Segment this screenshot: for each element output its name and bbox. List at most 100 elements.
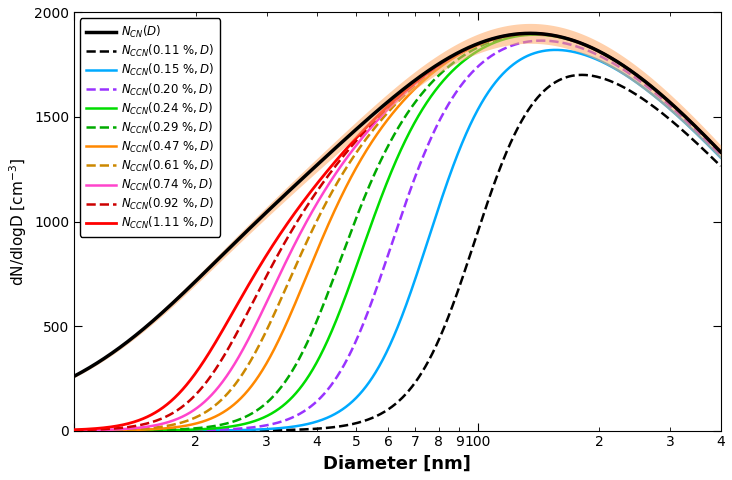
Y-axis label: dN/dlogD [cm$^{-3}$]: dN/dlogD [cm$^{-3}$]	[7, 157, 29, 286]
$N_{CCN}(0.15\ \%,D)$	[102, 428, 111, 433]
$N_{CCN}(0.61\ \%,D)$	[526, 31, 535, 36]
$N_{CCN}(0.15\ \%,D)$	[70, 428, 78, 433]
$N_{CCN}(0.74\ \%,D)$	[526, 31, 535, 36]
$N_{CCN}(0.15\ \%,D)$	[384, 345, 393, 351]
$N_{CCN}(0.20\ \%,D)$	[102, 428, 111, 433]
$N_{CCN}(0.47\ \%,D)$	[367, 140, 376, 145]
$N_{CCN}(0.74\ \%,D)$	[102, 427, 111, 432]
$N_{CN}(D)$	[367, 113, 376, 119]
$N_{CCN}(0.61\ \%,D)$	[717, 149, 725, 155]
$N_{CCN}(0.74\ \%,D)$	[70, 428, 78, 433]
$N_{CN}(D)$	[579, 41, 588, 47]
$N_{CCN}(0.24\ \%,D)$	[70, 428, 78, 433]
$N_{CCN}(0.15\ \%,D)$	[551, 47, 560, 53]
$N_{CCN}(0.24\ \%,D)$	[102, 428, 111, 433]
$N_{CCN}(0.92\ \%,D)$	[526, 31, 535, 36]
Line: $N_{CCN}(1.11\ \%,D)$: $N_{CCN}(1.11\ \%,D)$	[74, 34, 721, 430]
$N_{CCN}(0.29\ \%,D)$	[367, 178, 376, 184]
$N_{CCN}(1.11\ \%,D)$	[579, 41, 588, 47]
$N_{CN}(D)$	[102, 354, 111, 360]
$N_{CN}(D)$	[698, 130, 706, 136]
$N_{CCN}(0.24\ \%,D)$	[698, 130, 706, 136]
$N_{CCN}(0.15\ \%,D)$	[579, 52, 588, 58]
$N_{CCN}(0.20\ \%,D)$	[698, 133, 706, 139]
$N_{CCN}(0.61\ \%,D)$	[698, 130, 706, 136]
$N_{CCN}(0.61\ \%,D)$	[579, 41, 588, 47]
$N_{CCN}(0.24\ \%,D)$	[384, 176, 393, 181]
$N_{CCN}(0.29\ \%,D)$	[384, 142, 393, 148]
$N_{CCN}(0.29\ \%,D)$	[70, 428, 78, 433]
$N_{CCN}(0.11\ \%,D)$	[698, 145, 706, 151]
$N_{CCN}(0.20\ \%,D)$	[537, 38, 546, 44]
$N_{CCN}(1.11\ \%,D)$	[367, 119, 376, 125]
Line: $N_{CCN}(0.29\ \%,D)$: $N_{CCN}(0.29\ \%,D)$	[74, 34, 721, 431]
$N_{CN}(D)$	[70, 373, 78, 379]
Line: $N_{CCN}(0.20\ \%,D)$: $N_{CCN}(0.20\ \%,D)$	[74, 41, 721, 431]
$N_{CCN}(0.92\ \%,D)$	[102, 426, 111, 432]
$N_{CCN}(0.61\ \%,D)$	[384, 109, 393, 115]
Line: $N_{CCN}(0.92\ \%,D)$: $N_{CCN}(0.92\ \%,D)$	[74, 34, 721, 430]
Line: $N_{CCN}(0.61\ \%,D)$: $N_{CCN}(0.61\ \%,D)$	[74, 34, 721, 431]
$N_{CCN}(0.11\ \%,D)$	[384, 406, 393, 412]
$N_{CCN}(0.74\ \%,D)$	[717, 149, 725, 155]
$N_{CCN}(0.74\ \%,D)$	[698, 130, 706, 136]
$N_{CCN}(0.11\ \%,D)$	[70, 428, 78, 433]
$N_{CCN}(0.20\ \%,D)$	[717, 152, 725, 158]
$N_{CCN}(0.11\ \%,D)$	[578, 72, 586, 78]
$N_{CCN}(0.61\ \%,D)$	[102, 427, 111, 433]
Line: $N_{CCN}(0.11\ \%,D)$: $N_{CCN}(0.11\ \%,D)$	[74, 75, 721, 431]
Line: $N_{CCN}(0.47\ \%,D)$: $N_{CCN}(0.47\ \%,D)$	[74, 34, 721, 431]
$N_{CCN}(0.11\ \%,D)$	[579, 72, 588, 78]
$N_{CCN}(0.29\ \%,D)$	[698, 130, 706, 136]
$N_{CCN}(0.29\ \%,D)$	[698, 130, 706, 136]
$N_{CCN}(0.29\ \%,D)$	[102, 428, 111, 433]
$N_{CCN}(0.11\ \%,D)$	[717, 163, 725, 169]
$N_{CCN}(0.74\ \%,D)$	[579, 41, 588, 47]
$N_{CN}(D)$	[526, 30, 534, 36]
$N_{CCN}(1.11\ \%,D)$	[717, 149, 725, 155]
$N_{CCN}(0.24\ \%,D)$	[579, 42, 588, 48]
$N_{CCN}(0.47\ \%,D)$	[70, 428, 78, 433]
$N_{CCN}(0.92\ \%,D)$	[367, 121, 376, 127]
$N_{CCN}(0.15\ \%,D)$	[698, 136, 706, 142]
$N_{CCN}(1.11\ \%,D)$	[384, 103, 393, 108]
$N_{CCN}(1.11\ \%,D)$	[698, 130, 706, 136]
$N_{CCN}(0.20\ \%,D)$	[367, 300, 376, 306]
$N_{CCN}(0.15\ \%,D)$	[367, 376, 376, 382]
Line: $N_{CCN}(0.74\ \%,D)$: $N_{CCN}(0.74\ \%,D)$	[74, 34, 721, 431]
$N_{CCN}(0.61\ \%,D)$	[698, 130, 706, 136]
Line: $N_{CCN}(0.15\ \%,D)$: $N_{CCN}(0.15\ \%,D)$	[74, 50, 721, 431]
$N_{CCN}(0.47\ \%,D)$	[102, 428, 111, 433]
$N_{CCN}(0.20\ \%,D)$	[698, 133, 706, 139]
$N_{CCN}(0.92\ \%,D)$	[579, 41, 588, 47]
$N_{CCN}(0.74\ \%,D)$	[384, 106, 393, 111]
$N_{CCN}(0.47\ \%,D)$	[698, 130, 706, 136]
$N_{CCN}(0.47\ \%,D)$	[527, 31, 536, 36]
$N_{CCN}(1.11\ \%,D)$	[102, 424, 111, 430]
Line: $N_{CN}(D)$: $N_{CN}(D)$	[74, 33, 721, 376]
$N_{CCN}(0.61\ \%,D)$	[367, 129, 376, 135]
$N_{CCN}(1.11\ \%,D)$	[526, 31, 535, 36]
$N_{CN}(D)$	[384, 98, 393, 104]
$N_{CCN}(0.20\ \%,D)$	[384, 251, 393, 256]
$N_{CCN}(0.24\ \%,D)$	[698, 130, 706, 136]
$N_{CCN}(0.47\ \%,D)$	[698, 130, 706, 136]
$N_{CCN}(0.24\ \%,D)$	[531, 32, 539, 37]
$N_{CCN}(0.29\ \%,D)$	[579, 41, 588, 47]
$N_{CCN}(0.15\ \%,D)$	[717, 155, 725, 160]
$N_{CCN}(0.92\ \%,D)$	[698, 130, 706, 136]
$N_{CCN}(0.92\ \%,D)$	[384, 104, 393, 109]
$N_{CCN}(0.20\ \%,D)$	[579, 46, 588, 52]
$N_{CCN}(0.47\ \%,D)$	[579, 41, 588, 47]
$N_{CCN}(0.74\ \%,D)$	[698, 130, 706, 136]
$N_{CCN}(0.11\ \%,D)$	[367, 415, 376, 421]
$N_{CCN}(0.20\ \%,D)$	[70, 428, 78, 433]
$N_{CCN}(0.47\ \%,D)$	[717, 149, 725, 155]
$N_{CN}(D)$	[717, 149, 725, 155]
$N_{CCN}(0.11\ \%,D)$	[698, 145, 706, 151]
$N_{CCN}(0.92\ \%,D)$	[70, 427, 78, 433]
$N_{CCN}(0.24\ \%,D)$	[367, 221, 376, 227]
$N_{CCN}(0.11\ \%,D)$	[102, 428, 111, 433]
$N_{CCN}(0.29\ \%,D)$	[717, 149, 725, 155]
$N_{CCN}(0.74\ \%,D)$	[367, 124, 376, 130]
